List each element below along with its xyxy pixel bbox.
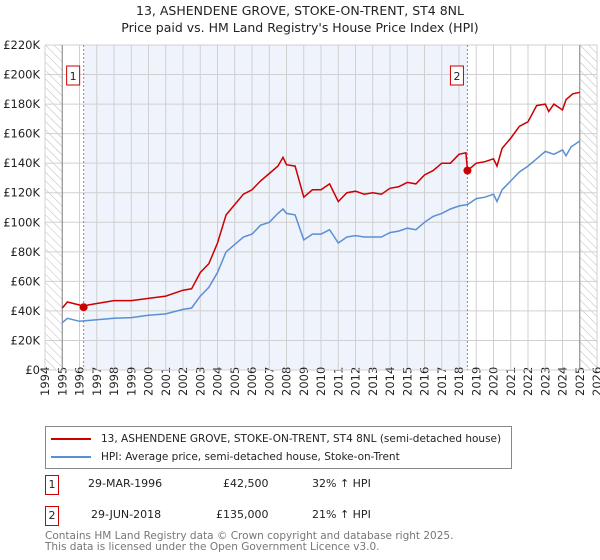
x-tick-label: 2001	[159, 367, 173, 396]
sale-marker-badge: 1	[45, 475, 59, 495]
x-tick-label: 2008	[280, 367, 294, 396]
sale-point	[79, 303, 88, 312]
y-tick-label: £200K	[3, 68, 40, 82]
sale-price: £42,500	[223, 477, 269, 490]
x-tick-label: 2005	[228, 367, 242, 396]
y-tick-label: £140K	[3, 156, 40, 170]
hpi-line	[61, 140, 581, 324]
legend-swatch-blue	[51, 456, 91, 458]
y-tick-label: £120K	[3, 186, 40, 200]
x-tick-label: 1997	[90, 367, 104, 396]
x-tick-label: 2011	[331, 367, 345, 396]
property-price-line	[61, 91, 580, 309]
legend: 13, ASHENDENE GROVE, STOKE-ON-TRENT, ST4…	[45, 426, 512, 469]
x-tick-label: 2020	[487, 367, 501, 396]
sale-label: 2	[453, 70, 460, 83]
x-tick-label: 1998	[107, 367, 121, 396]
hatched-region-after	[579, 45, 597, 370]
x-tick-label: 2007	[262, 367, 276, 396]
x-tick-label: 2014	[383, 367, 397, 396]
legend-label: 13, ASHENDENE GROVE, STOKE-ON-TRENT, ST4…	[101, 433, 502, 445]
x-tick-label: 2000	[142, 367, 156, 396]
x-tick-label: 1996	[73, 367, 87, 396]
x-tick-label: 2017	[435, 367, 449, 396]
hatched-region-before	[45, 45, 63, 370]
sale-date: 29-MAR-1996	[88, 477, 163, 490]
sale-hpi-diff: 21% ↑ HPI	[312, 508, 371, 521]
x-tick-label: 2003	[193, 367, 207, 396]
y-tick-label: £80K	[11, 245, 41, 259]
sale-date: 29-JUN-2018	[91, 508, 162, 521]
sale-row: 2 29-JUN-2018 £135,000 21% ↑ HPI	[45, 506, 445, 526]
y-tick-label: £100K	[3, 215, 40, 229]
y-tick-label: £40K	[11, 304, 41, 318]
x-tick-label: 2018	[452, 367, 466, 396]
sale-marker-badge: 2	[45, 506, 59, 526]
price-chart: 1994 1995 1996 1997 1998 1999 2000 2001 2002 2003…	[3, 38, 600, 396]
legend-label: HPI: Average price, semi-detached house,…	[101, 451, 400, 463]
legend-item-property: 13, ASHENDENE GROVE, STOKE-ON-TRENT, ST4…	[51, 433, 501, 445]
x-tick-label: 2002	[176, 367, 190, 396]
x-tick-label: 2006	[245, 367, 259, 396]
chart-title: 13, ASHENDENE GROVE, STOKE-ON-TRENT, ST4…	[136, 3, 464, 18]
sale-row: 1 29-MAR-1996 £42,500 32% ↑ HPI	[45, 475, 445, 495]
x-tick-label: 2012	[349, 367, 363, 396]
x-tick-label: 2024	[556, 367, 570, 396]
x-tick-label: 2022	[521, 367, 535, 396]
x-tick-label: 2015	[400, 367, 414, 396]
x-tick-label: 1999	[124, 367, 138, 396]
x-tick-label: 1995	[55, 367, 69, 396]
x-tick-label: 2004	[211, 367, 225, 396]
x-tick-label: 2026	[590, 367, 600, 396]
x-tick-label: 2019	[469, 367, 483, 396]
footer-licence: This data is licensed under the Open Gov…	[45, 541, 380, 553]
x-tick-label: 2016	[418, 367, 432, 396]
x-tick-label: 2025	[573, 367, 587, 396]
x-tick-label: 2023	[538, 367, 552, 396]
sale-label-box	[66, 65, 81, 86]
x-tick-label: 1994	[38, 367, 52, 396]
legend-swatch-red	[51, 438, 91, 440]
y-tick-label: £220K	[3, 38, 40, 52]
footer: Contains HM Land Registry data © Crown c…	[45, 531, 453, 553]
y-tick-label: £60K	[11, 274, 41, 288]
sale-point	[463, 166, 472, 175]
y-tick-label: £180K	[3, 97, 40, 111]
sale-label: 1	[70, 70, 77, 83]
sale-hpi-diff: 32% ↑ HPI	[312, 477, 371, 490]
y-tick-label: £160K	[3, 127, 40, 141]
footer-copyright: Contains HM Land Registry data © Crown c…	[45, 530, 454, 542]
x-tick-label: 2010	[314, 367, 328, 396]
sale-label-box	[449, 65, 464, 86]
y-tick-label: £0	[25, 363, 40, 377]
sale-period-shading	[83, 45, 468, 370]
y-tick-label: £20K	[11, 333, 41, 347]
sale-price: £135,000	[216, 508, 269, 521]
chart-subtitle: Price paid vs. HM Land Registry's House …	[121, 20, 479, 35]
x-tick-label: 2013	[366, 367, 380, 396]
x-tick-label: 2009	[297, 367, 311, 396]
x-tick-label: 2021	[504, 367, 518, 396]
legend-item-hpi: HPI: Average price, semi-detached house,…	[51, 451, 400, 463]
